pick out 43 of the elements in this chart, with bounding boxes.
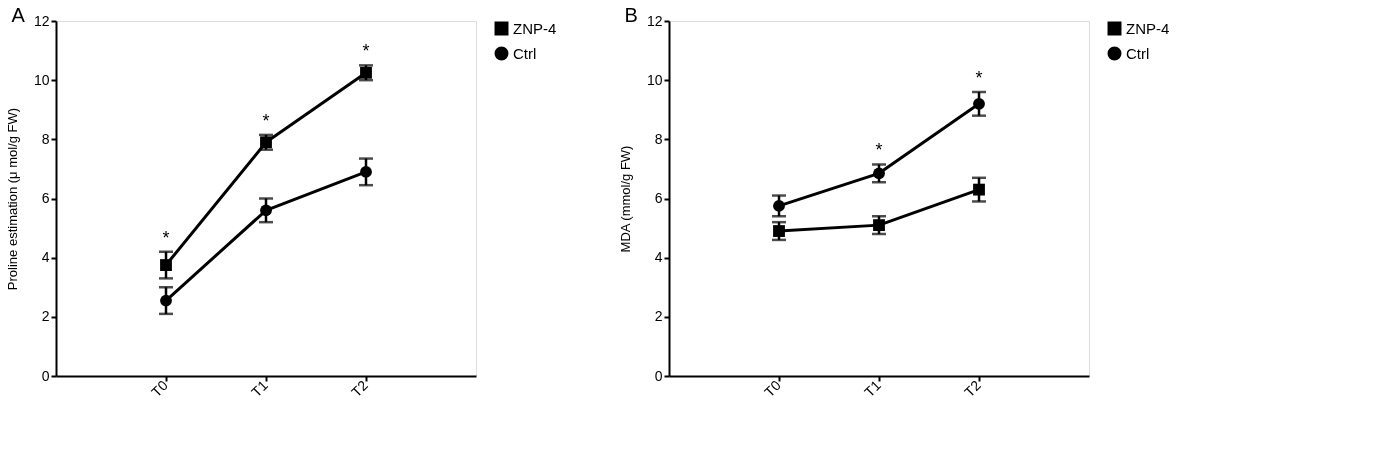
y-tick-label: 0 xyxy=(41,367,50,384)
annotation: * xyxy=(362,41,370,62)
point xyxy=(773,225,785,237)
y-tick-label: 6 xyxy=(41,190,50,206)
x-tick-label: T2 xyxy=(961,376,985,401)
point xyxy=(160,259,172,271)
point xyxy=(973,183,985,196)
point xyxy=(873,219,885,232)
point xyxy=(973,97,985,110)
annotation: * xyxy=(875,140,883,161)
y-tick-label: 12 xyxy=(646,12,663,29)
chart-title: A xyxy=(11,4,26,26)
y-tick-label: 8 xyxy=(654,130,663,147)
y-tick-label: 10 xyxy=(646,71,663,88)
x-tick-label: T0 xyxy=(761,376,785,401)
point xyxy=(360,165,372,178)
y-tick-label: 2 xyxy=(654,308,663,325)
y-tick-label: 10 xyxy=(33,71,50,88)
x-tick-label: T1 xyxy=(861,376,885,401)
y-axis-title: MDA (mmol/g FW) xyxy=(617,145,633,253)
x-tick-label: T0 xyxy=(148,376,172,401)
annotation: * xyxy=(162,227,170,248)
legend-label: ZNP-4 xyxy=(1126,19,1170,37)
y-tick-label: 4 xyxy=(41,249,50,266)
point xyxy=(160,294,172,307)
y-tick-label: 0 xyxy=(654,367,663,384)
y-tick-label: 4 xyxy=(654,249,663,266)
point xyxy=(260,204,272,217)
legend-label: Ctrl xyxy=(513,44,537,62)
legend-label: ZNP-4 xyxy=(513,19,557,37)
x-tick-label: T2 xyxy=(348,376,372,401)
point xyxy=(873,167,885,180)
y-tick-label: 8 xyxy=(41,130,50,147)
point xyxy=(773,199,785,212)
annotation: * xyxy=(262,110,270,131)
y-tick-label: 12 xyxy=(33,12,50,29)
y-tick-label: 2 xyxy=(41,308,50,325)
y-tick-label: 6 xyxy=(654,190,663,206)
y-axis-title: Proline estimation (μ mol/g FW) xyxy=(4,107,20,291)
x-tick-label: T1 xyxy=(248,376,272,401)
annotation: * xyxy=(975,68,983,88)
legend-label: Ctrl xyxy=(1126,44,1150,62)
chart-title: B xyxy=(624,4,638,26)
